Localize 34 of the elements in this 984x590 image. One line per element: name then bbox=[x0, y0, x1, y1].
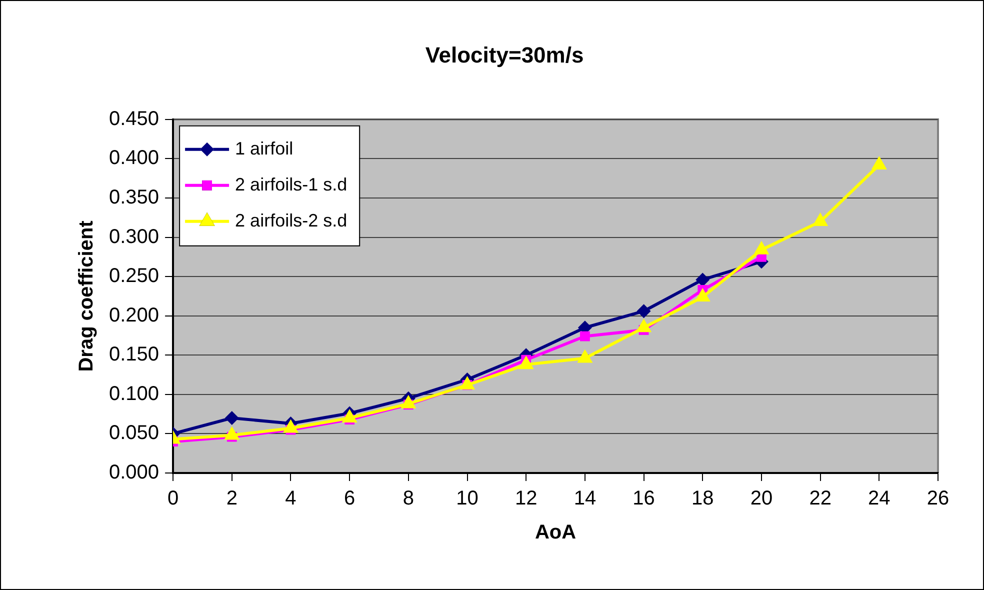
point bbox=[636, 304, 651, 318]
y-tick-label: 0.450 bbox=[108, 108, 160, 130]
y-tick-label: 0.400 bbox=[108, 147, 160, 170]
y-tick-label: 0.150 bbox=[108, 344, 160, 366]
legend-label: 1 airfoil bbox=[235, 138, 294, 158]
point bbox=[580, 331, 590, 342]
y-tick-label: 0.300 bbox=[108, 226, 160, 248]
x-tick-label: 6 bbox=[344, 488, 356, 510]
x-tick-label: 4 bbox=[285, 488, 296, 510]
x-tick-label: 12 bbox=[514, 488, 538, 510]
point bbox=[696, 272, 710, 287]
y-axis-title: Drag coefficient bbox=[76, 220, 98, 372]
x-tick-label: 18 bbox=[692, 488, 714, 510]
x-tick-label: 10 bbox=[456, 488, 478, 510]
y-tick-label: 0.050 bbox=[108, 422, 160, 444]
y-tick-label: 0.250 bbox=[108, 265, 160, 288]
x-tick-label: 22 bbox=[809, 488, 832, 510]
x-tick-label: 0 bbox=[167, 488, 179, 510]
x-tick-label: 16 bbox=[632, 488, 655, 510]
legend-label: 2 airfoils-2 s.d bbox=[235, 210, 348, 230]
x-tick-label: 20 bbox=[750, 488, 773, 510]
x-tick-label: 24 bbox=[868, 488, 890, 510]
x-tick-label: 14 bbox=[574, 488, 596, 510]
chart-title: Velocity=30m/s bbox=[425, 42, 584, 68]
legend-label: 2 airfoils-1 s.d bbox=[235, 174, 348, 194]
x-tick-label: 8 bbox=[402, 488, 414, 510]
y-tick-label: 0.350 bbox=[108, 186, 160, 208]
x-tick-label: 2 bbox=[226, 488, 238, 510]
x-axis-title: AoA bbox=[534, 522, 576, 544]
y-tick-label: 0.200 bbox=[108, 304, 160, 326]
y-tick-label: 0.100 bbox=[108, 382, 160, 405]
point bbox=[224, 410, 239, 425]
y-tick-label: 0.000 bbox=[108, 462, 160, 484]
x-tick-label: 26 bbox=[926, 488, 950, 510]
